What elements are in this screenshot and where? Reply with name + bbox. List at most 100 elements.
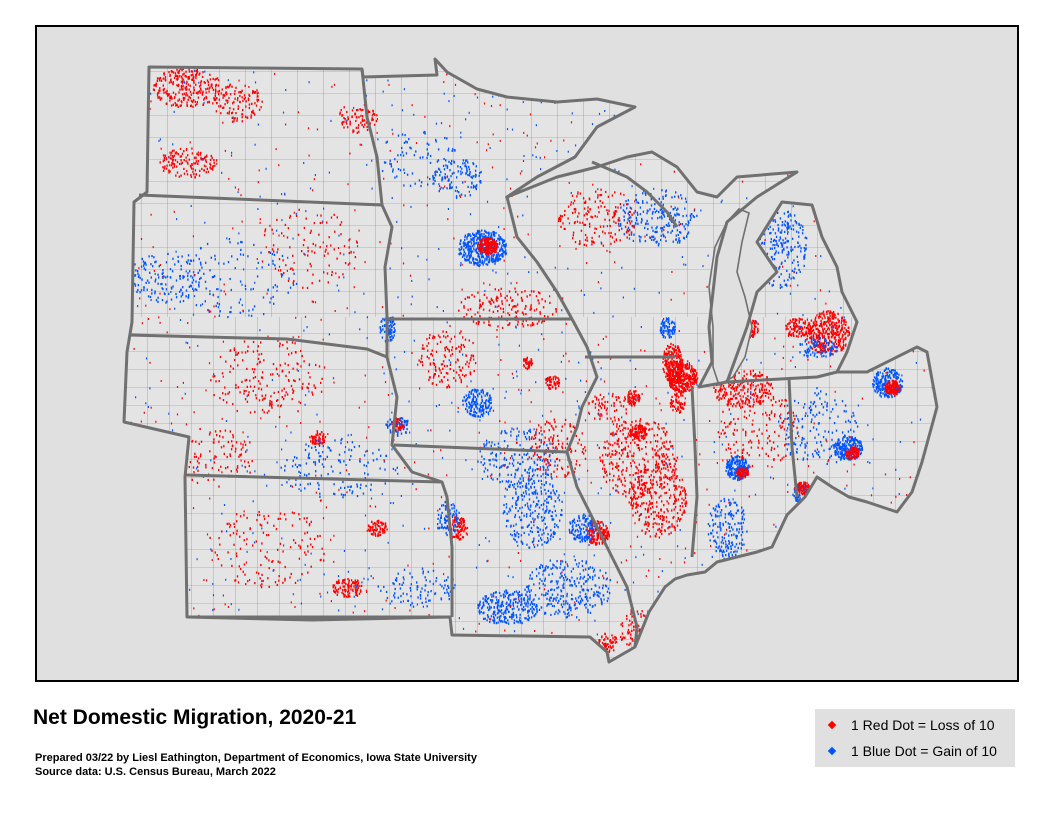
migration-dot — [538, 539, 540, 542]
migration-dot — [653, 434, 655, 437]
migration-dot — [194, 176, 196, 179]
migration-dot — [519, 621, 521, 624]
migration-dot — [206, 79, 209, 82]
migration-dot — [607, 532, 610, 535]
migration-dot — [639, 439, 641, 442]
migration-dot — [217, 90, 219, 93]
migration-dot — [671, 331, 674, 334]
migration-dot — [654, 453, 657, 456]
migration-dot — [134, 274, 136, 277]
migration-dot — [655, 451, 657, 454]
migration-dot — [690, 371, 692, 374]
migration-dot — [647, 488, 649, 491]
migration-dot — [553, 525, 556, 528]
migration-dot — [385, 423, 387, 426]
migration-dot — [629, 389, 631, 392]
migration-dot — [542, 582, 544, 586]
migration-dot — [674, 345, 677, 348]
migration-dot — [452, 519, 454, 522]
migration-dot — [679, 518, 681, 521]
migration-dot — [636, 510, 639, 513]
migration-dot — [491, 259, 493, 262]
migration-dot — [653, 421, 655, 424]
migration-dot — [496, 605, 499, 608]
migration-dot — [213, 161, 215, 164]
migration-dot — [582, 517, 584, 520]
migration-dot — [478, 248, 480, 251]
migration-dot — [502, 239, 504, 242]
migration-dot — [530, 477, 533, 480]
migration-dot — [617, 478, 619, 481]
migration-dot — [671, 351, 673, 355]
migration-dot — [569, 531, 571, 534]
migration-dot — [621, 470, 623, 473]
migration-dot — [682, 365, 684, 368]
migration-dot — [532, 511, 534, 514]
migration-dot — [358, 592, 361, 595]
migration-dot — [680, 355, 682, 358]
migration-dot — [600, 407, 603, 410]
migration-dot — [463, 244, 465, 247]
migration-dot — [492, 258, 494, 261]
migration-dot — [489, 402, 491, 405]
migration-dot — [634, 494, 636, 497]
migration-dot — [667, 344, 669, 348]
migration-dot — [170, 95, 172, 98]
migration-dot — [490, 241, 492, 244]
migration-dot — [400, 417, 403, 420]
migration-dot — [641, 502, 643, 505]
migration-dot — [680, 358, 682, 361]
migration-dot — [500, 604, 502, 607]
migration-dot — [202, 90, 204, 93]
migration-dot — [391, 423, 393, 426]
migration-dot — [493, 245, 496, 248]
migration-dot — [637, 478, 640, 481]
migration-dot — [601, 541, 603, 544]
migration-dot — [450, 181, 453, 184]
migration-dot — [532, 492, 534, 495]
migration-dot — [255, 104, 258, 107]
migration-dot — [239, 94, 241, 98]
migration-dot — [236, 117, 238, 120]
migration-dot — [688, 389, 690, 392]
migration-dot — [372, 530, 375, 533]
migration-dot — [660, 467, 663, 471]
migration-dot — [627, 454, 629, 457]
migration-dot — [681, 385, 683, 388]
migration-dot — [634, 425, 636, 428]
migration-dot — [546, 498, 548, 501]
migration-dot — [168, 93, 170, 96]
migration-dot — [683, 379, 686, 382]
migration-dot — [532, 612, 534, 615]
migration-dot — [674, 499, 677, 502]
migration-dot — [372, 112, 375, 115]
migration-dot — [444, 173, 446, 176]
migration-dot — [453, 507, 455, 510]
migration-dot — [648, 488, 650, 491]
migration-dot — [650, 486, 652, 490]
migration-dot — [605, 480, 608, 483]
migration-dot — [649, 491, 651, 494]
migration-dot — [661, 523, 664, 526]
migration-dot — [314, 438, 316, 441]
migration-dot — [581, 540, 583, 543]
migration-dot — [401, 133, 404, 136]
migration-dot — [587, 599, 589, 602]
migration-dot — [470, 175, 472, 178]
migration-dot — [695, 374, 697, 377]
migration-dot — [591, 533, 593, 536]
migration-dot — [560, 513, 562, 516]
migration-dot — [155, 82, 158, 85]
migration-dot — [359, 589, 362, 593]
migration-dot — [486, 394, 489, 397]
migration-dot — [672, 329, 674, 332]
migration-dot — [632, 474, 634, 477]
migration-dot — [358, 130, 360, 133]
migration-dot — [355, 581, 358, 584]
migration-dot — [493, 231, 495, 234]
migration-dot — [193, 81, 195, 84]
migration-dot — [521, 593, 523, 596]
migration-dot — [462, 162, 464, 165]
migration-dot — [231, 120, 234, 123]
migration-dot — [400, 432, 403, 435]
